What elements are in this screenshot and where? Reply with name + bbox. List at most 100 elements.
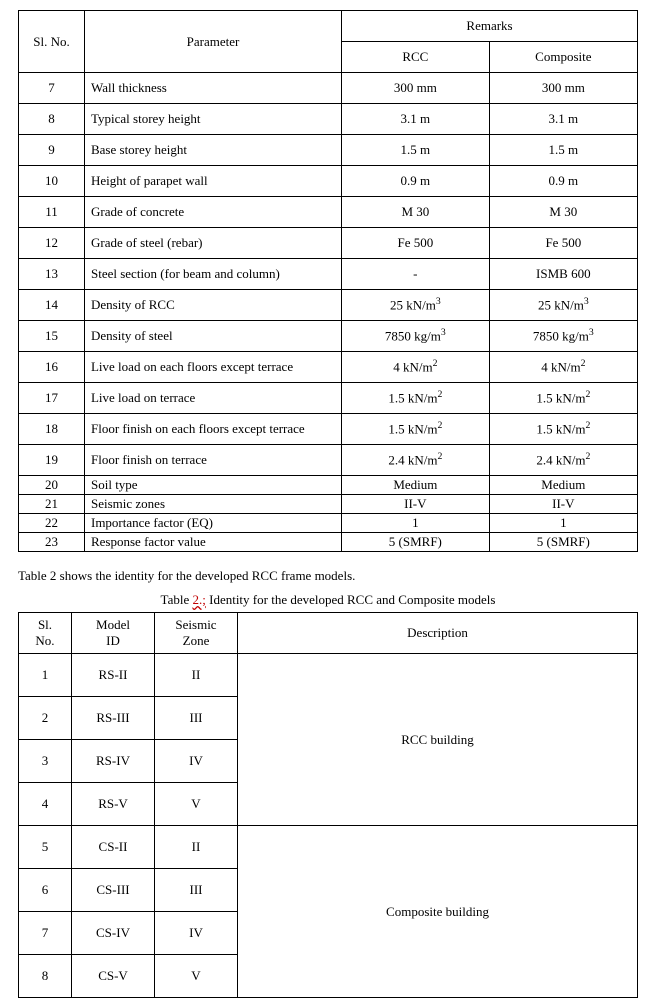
- cell-slno: 8: [19, 955, 72, 998]
- cell-seismic-zone: III: [155, 869, 238, 912]
- cell-slno: 13: [19, 259, 85, 290]
- cell-parameter: Wall thickness: [84, 73, 341, 104]
- cell-slno: 18: [19, 414, 85, 445]
- cell-parameter: Response factor value: [84, 533, 341, 552]
- cell-rcc: 25 kN/m3: [342, 290, 490, 321]
- table-row: 21Seismic zonesII-VII-V: [19, 495, 638, 514]
- cell-parameter: Density of steel: [84, 321, 341, 352]
- cell-rcc: II-V: [342, 495, 490, 514]
- table-row: 11Grade of concreteM 30M 30: [19, 197, 638, 228]
- cell-composite: 2.4 kN/m2: [489, 445, 637, 476]
- cell-slno: 23: [19, 533, 85, 552]
- cell-seismic-zone: V: [155, 783, 238, 826]
- cell-parameter: Floor finish on terrace: [84, 445, 341, 476]
- cell-slno: 12: [19, 228, 85, 259]
- cell-parameter: Floor finish on each floors except terra…: [84, 414, 341, 445]
- cell-composite: ISMB 600: [489, 259, 637, 290]
- cell-slno: 7: [19, 73, 85, 104]
- table2-caption: Table 2.; Identity for the developed RCC…: [18, 592, 638, 608]
- t2-header-slno: Sl.No.: [19, 613, 72, 654]
- header-rcc: RCC: [342, 42, 490, 73]
- cell-composite: M 30: [489, 197, 637, 228]
- cell-rcc: 4 kN/m2: [342, 352, 490, 383]
- cell-composite: 25 kN/m3: [489, 290, 637, 321]
- cell-slno: 16: [19, 352, 85, 383]
- table-row: 13Steel section (for beam and column)-IS…: [19, 259, 638, 290]
- table-row: 20Soil typeMediumMedium: [19, 476, 638, 495]
- cell-slno: 20: [19, 476, 85, 495]
- cell-slno: 7: [19, 912, 72, 955]
- identity-table: Sl.No. ModelID SeismicZone Description 1…: [18, 612, 638, 998]
- cell-slno: 2: [19, 697, 72, 740]
- cell-model-id: RS-V: [72, 783, 155, 826]
- cell-slno: 8: [19, 104, 85, 135]
- header-parameter: Parameter: [84, 11, 341, 73]
- cell-seismic-zone: IV: [155, 740, 238, 783]
- table-row: 23Response factor value5 (SMRF)5 (SMRF): [19, 533, 638, 552]
- header-remarks: Remarks: [342, 11, 638, 42]
- cell-composite: 1.5 kN/m2: [489, 414, 637, 445]
- cell-composite: II-V: [489, 495, 637, 514]
- table-row: 12Grade of steel (rebar)Fe 500Fe 500: [19, 228, 638, 259]
- cell-parameter: Live load on each floors except terrace: [84, 352, 341, 383]
- cell-composite: 4 kN/m2: [489, 352, 637, 383]
- cell-parameter: Grade of steel (rebar): [84, 228, 341, 259]
- cell-rcc: 1.5 kN/m2: [342, 414, 490, 445]
- cell-model-id: RS-IV: [72, 740, 155, 783]
- cell-rcc: Medium: [342, 476, 490, 495]
- cell-composite: Medium: [489, 476, 637, 495]
- table-row: 7Wall thickness300 mm300 mm: [19, 73, 638, 104]
- table-row: 9Base storey height1.5 m1.5 m: [19, 135, 638, 166]
- cell-composite: 1.5 kN/m2: [489, 383, 637, 414]
- cell-rcc: 1: [342, 514, 490, 533]
- cell-description: RCC building: [238, 654, 638, 826]
- cell-seismic-zone: IV: [155, 912, 238, 955]
- cell-slno: 5: [19, 826, 72, 869]
- cell-slno: 15: [19, 321, 85, 352]
- cell-seismic-zone: V: [155, 955, 238, 998]
- caption2-suffix: Identity for the developed RCC and Compo…: [206, 592, 496, 607]
- cell-model-id: CS-IV: [72, 912, 155, 955]
- table-row: 18Floor finish on each floors except ter…: [19, 414, 638, 445]
- cell-parameter: Live load on terrace: [84, 383, 341, 414]
- cell-slno: 22: [19, 514, 85, 533]
- cell-rcc: -: [342, 259, 490, 290]
- cell-rcc: Fe 500: [342, 228, 490, 259]
- cell-composite: Fe 500: [489, 228, 637, 259]
- cell-parameter: Height of parapet wall: [84, 166, 341, 197]
- cell-slno: 1: [19, 654, 72, 697]
- cell-slno: 4: [19, 783, 72, 826]
- cell-rcc: 1.5 kN/m2: [342, 383, 490, 414]
- cell-parameter: Grade of concrete: [84, 197, 341, 228]
- cell-rcc: 300 mm: [342, 73, 490, 104]
- table-row: 8Typical storey height3.1 m3.1 m: [19, 104, 638, 135]
- cell-seismic-zone: III: [155, 697, 238, 740]
- cell-seismic-zone: II: [155, 654, 238, 697]
- cell-parameter: Density of RCC: [84, 290, 341, 321]
- cell-slno: 17: [19, 383, 85, 414]
- table-row: 14Density of RCC25 kN/m325 kN/m3: [19, 290, 638, 321]
- cell-model-id: RS-II: [72, 654, 155, 697]
- header-slno: Sl. No.: [19, 11, 85, 73]
- cell-parameter: Base storey height: [84, 135, 341, 166]
- cell-model-id: CS-V: [72, 955, 155, 998]
- table-row: 15Density of steel7850 kg/m37850 kg/m3: [19, 321, 638, 352]
- parameters-table: Sl. No. Parameter Remarks RCC Composite …: [18, 10, 638, 552]
- cell-composite: 1.5 m: [489, 135, 637, 166]
- cell-description: Composite building: [238, 826, 638, 998]
- header-composite: Composite: [489, 42, 637, 73]
- table-row: 10Height of parapet wall0.9 m0.9 m: [19, 166, 638, 197]
- t2-header-model: ModelID: [72, 613, 155, 654]
- cell-rcc: 0.9 m: [342, 166, 490, 197]
- cell-composite: 0.9 m: [489, 166, 637, 197]
- cell-rcc: 2.4 kN/m2: [342, 445, 490, 476]
- cell-parameter: Steel section (for beam and column): [84, 259, 341, 290]
- table-row: 19Floor finish on terrace2.4 kN/m22.4 kN…: [19, 445, 638, 476]
- t2-header-zone: SeismicZone: [155, 613, 238, 654]
- cell-slno: 14: [19, 290, 85, 321]
- cell-composite: 5 (SMRF): [489, 533, 637, 552]
- cell-seismic-zone: II: [155, 826, 238, 869]
- cell-slno: 9: [19, 135, 85, 166]
- t2-header-description: Description: [238, 613, 638, 654]
- cell-slno: 3: [19, 740, 72, 783]
